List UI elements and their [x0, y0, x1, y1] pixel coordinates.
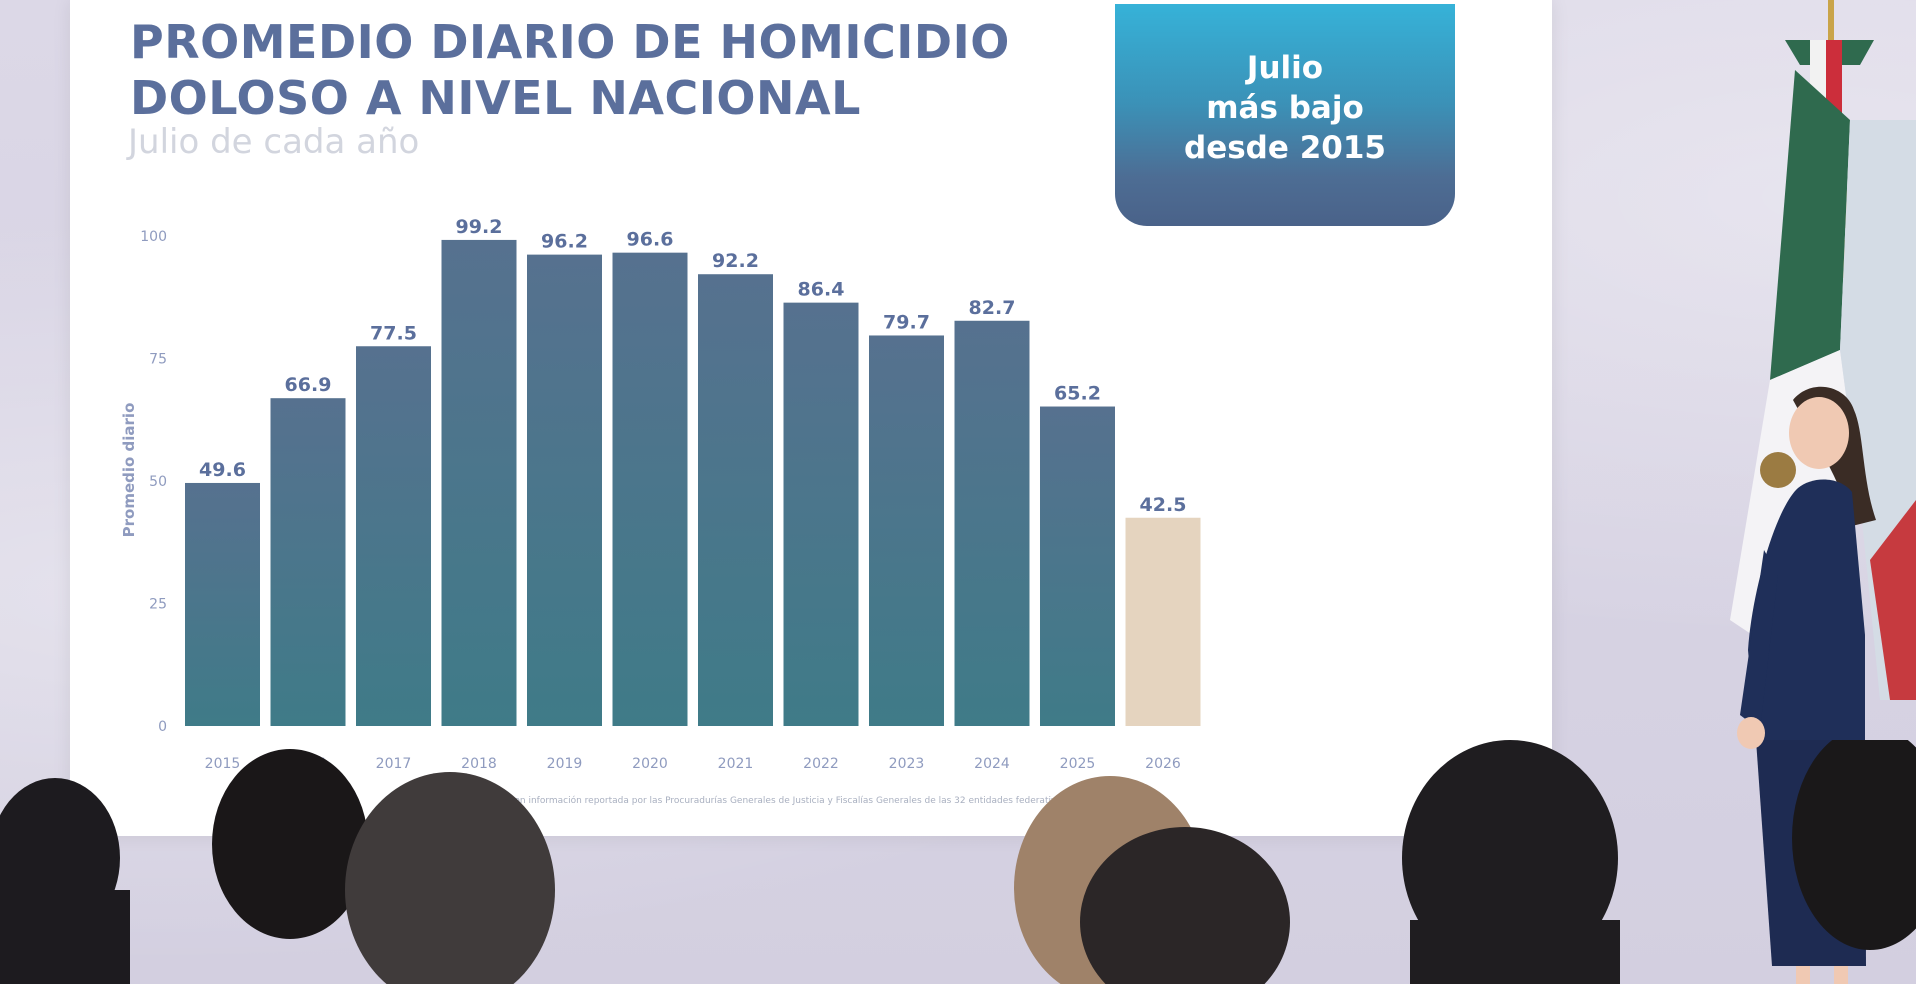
- bar-value-label: 86.4: [798, 279, 845, 301]
- bar-2024: [954, 320, 1030, 726]
- audience-silhouettes: [0, 740, 1916, 984]
- x-tick-label: 2025: [1060, 756, 1096, 772]
- bar-2025: [1040, 406, 1115, 726]
- bar-2015: [185, 482, 260, 726]
- bar-value-label: 49.6: [199, 459, 246, 481]
- bar-2017: [356, 346, 431, 726]
- bar-2016: [270, 398, 346, 726]
- bar-2018: [441, 239, 517, 727]
- slide-subtitle: Julio de cada año: [128, 122, 420, 162]
- bar-2023: [869, 335, 944, 726]
- bar-value-label: 92.2: [712, 250, 759, 272]
- presentation-slide: PROMEDIO DIARIO DE HOMICIDIO DOLOSO A NI…: [70, 0, 1552, 836]
- x-tick-label: 2021: [718, 756, 754, 772]
- y-tick-label: 25: [149, 597, 167, 613]
- source-note: Fuente: SESNSP con información reportada…: [435, 796, 1070, 806]
- bar-value-label: 96.2: [541, 231, 588, 253]
- x-tick-label: 2019: [547, 756, 583, 772]
- x-tick-label: 2018: [461, 756, 497, 772]
- x-tick-label: 2026: [1145, 756, 1181, 772]
- x-tick-label: 2020: [632, 756, 668, 772]
- bar-value-label: 82.7: [969, 297, 1016, 319]
- bar-value-label: 42.5: [1140, 494, 1187, 516]
- x-tick-label: 2015: [205, 756, 241, 772]
- callout-line-3: desde 2015: [1184, 130, 1386, 166]
- y-tick-label: 100: [140, 229, 167, 245]
- x-tick-label: 2023: [889, 756, 925, 772]
- bar-chart: 0 25 50 75 100 49.6 66.9 77.5 99.2 96.2 96.6 92.2 8…: [120, 216, 1201, 772]
- y-tick-label: 50: [149, 474, 167, 490]
- slide-title: PROMEDIO DIARIO DE HOMICIDIO DOLOSO A NI…: [130, 14, 1010, 126]
- callout-badge: Julio más bajo desde 2015: [1115, 4, 1455, 226]
- x-tick-label: 2022: [803, 756, 839, 772]
- x-tick-label: 2017: [376, 756, 412, 772]
- callout-line-2: más bajo: [1206, 90, 1364, 126]
- y-axis: 0 25 50 75 100: [140, 229, 167, 735]
- bar-value-label: 65.2: [1054, 383, 1101, 405]
- bar-value-label: 96.6: [627, 229, 674, 251]
- bar-value-label: 66.9: [285, 374, 332, 396]
- y-tick-label: 75: [149, 352, 167, 368]
- y-tick-label: 0: [158, 719, 167, 735]
- bar-value-label: 77.5: [370, 322, 417, 344]
- bar-2026: [1125, 517, 1201, 726]
- callout-line-1: Julio: [1246, 50, 1324, 86]
- bars: 49.6 66.9 77.5 99.2 96.2 96.6 92.2 86.4 79.7 82.7…: [185, 216, 1201, 727]
- bar-value-label: 99.2: [456, 216, 503, 238]
- bar-2020: [612, 252, 688, 726]
- y-axis-title: Promedio diario: [120, 403, 138, 538]
- title-line-1: PROMEDIO DIARIO DE HOMICIDIO: [130, 15, 1010, 69]
- x-tick-label: 2024: [974, 756, 1010, 772]
- bar-2022: [783, 302, 859, 726]
- bar-value-label: 79.7: [883, 311, 930, 333]
- title-line-2: DOLOSO A NIVEL NACIONAL: [130, 71, 861, 125]
- bar-2019: [527, 254, 602, 726]
- bar-2021: [698, 274, 773, 726]
